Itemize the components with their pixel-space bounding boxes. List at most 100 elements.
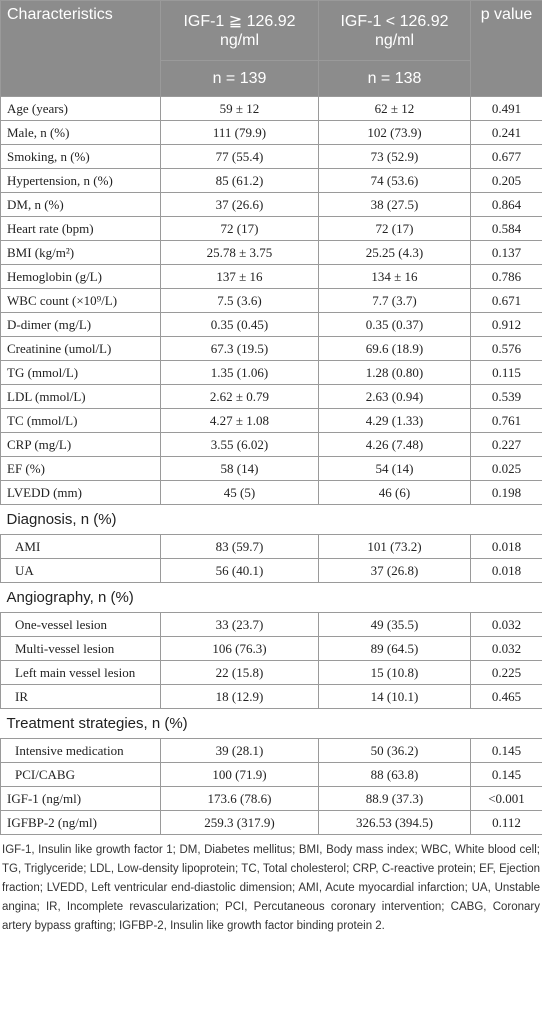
table-row: Multi-vessel lesion 106 (76.3) 89 (64.5) 0.… — [0, 636, 542, 661]
cell-value: 0.025 — [470, 456, 542, 481]
table-header: Characteristics IGF-1 ≧ 126.92 ng/ml IGF… — [0, 0, 542, 97]
cell-value: 59 ± 12 — [160, 96, 319, 121]
cell-value: 89 (64.5) — [318, 636, 471, 661]
table-row: IGFBP-2 (ng/ml) 259.3 (317.9) 326.53 (394.… — [0, 810, 542, 835]
table-container: Characteristics IGF-1 ≧ 126.92 ng/ml IGF… — [0, 0, 542, 932]
cell-value: 74 (53.6) — [318, 168, 471, 193]
table-row: Male, n (%) 111 (79.9) 102 (73.9) 0.241 — [0, 120, 542, 145]
cell-value: <0.001 — [470, 786, 542, 811]
row-label: LVEDD (mm) — [0, 480, 161, 505]
row-label: Male, n (%) — [0, 120, 161, 145]
cell-value: 134 ± 16 — [318, 264, 471, 289]
cell-value: 173.6 (78.6) — [160, 786, 319, 811]
cell-value: 101 (73.2) — [318, 534, 471, 559]
cell-value: 33 (23.7) — [160, 612, 319, 637]
row-label: DM, n (%) — [0, 192, 161, 217]
header-cell: Characteristics — [0, 0, 161, 97]
table-body: Age (years) 59 ± 12 62 ± 12 0.491 Male, n (%… — [0, 96, 542, 835]
table-row: Heart rate (bpm) 72 (17) 72 (17) 0.584 — [0, 216, 542, 241]
cell-value: 0.145 — [470, 762, 542, 787]
cell-value: 37 (26.8) — [318, 558, 471, 583]
header-cell: IGF-1 < 126.92 ng/ml — [318, 0, 471, 61]
cell-value: 0.032 — [470, 612, 542, 637]
cell-value: 25.25 (4.3) — [318, 240, 471, 265]
footnote: IGF-1, Insulin like growth factor 1; DM,… — [2, 844, 540, 932]
row-label: UA — [0, 558, 161, 583]
cell-value: 0.205 — [470, 168, 542, 193]
cell-value: 106 (76.3) — [160, 636, 319, 661]
cell-value: 1.28 (0.80) — [318, 360, 471, 385]
row-label: EF (%) — [0, 456, 161, 481]
cell-value: 7.5 (3.6) — [160, 288, 319, 313]
cell-value: 2.62 ± 0.79 — [160, 384, 319, 409]
table-row: DM, n (%) 37 (26.6) 38 (27.5) 0.864 — [0, 192, 542, 217]
table-row: Age (years) 59 ± 12 62 ± 12 0.491 — [0, 96, 542, 121]
cell-value: 37 (26.6) — [160, 192, 319, 217]
cell-value: 72 (17) — [318, 216, 471, 241]
row-label: D-dimer (mg/L) — [0, 312, 161, 337]
cell-value: 0.671 — [470, 288, 542, 313]
cell-value: 0.35 (0.37) — [318, 312, 471, 337]
cell-value: 49 (35.5) — [318, 612, 471, 637]
table-row: BMI (kg/m²) 25.78 ± 3.75 25.25 (4.3) 0.137 — [0, 240, 542, 265]
row-label: Age (years) — [0, 96, 161, 121]
section-label: Angiography, n (%) — [0, 582, 542, 613]
cell-value: 4.26 (7.48) — [318, 432, 471, 457]
cell-value: 0.145 — [470, 738, 542, 763]
row-label: CRP (mg/L) — [0, 432, 161, 457]
table-row: Creatinine (umol/L) 67.3 (19.5) 69.6 (18.9… — [0, 336, 542, 361]
row-label: TG (mmol/L) — [0, 360, 161, 385]
cell-value: 3.55 (6.02) — [160, 432, 319, 457]
table-row: WBC count (×10⁹/L) 7.5 (3.6) 7.7 (3.7) 0.67… — [0, 288, 542, 313]
cell-value: 0.761 — [470, 408, 542, 433]
header-cell: p value — [470, 0, 542, 97]
cell-value: 25.78 ± 3.75 — [160, 240, 319, 265]
section-row: Diagnosis, n (%) — [0, 504, 542, 535]
row-label: One-vessel lesion — [0, 612, 161, 637]
header-cell: IGF-1 ≧ 126.92 ng/ml — [160, 0, 319, 61]
cell-value: 0.115 — [470, 360, 542, 385]
cell-value: 46 (6) — [318, 480, 471, 505]
cell-value: 0.786 — [470, 264, 542, 289]
table-row: LDL (mmol/L) 2.62 ± 0.79 2.63 (0.94) 0.539 — [0, 384, 542, 409]
row-label: IGFBP-2 (ng/ml) — [0, 810, 161, 835]
table-row: UA 56 (40.1) 37 (26.8) 0.018 — [0, 558, 542, 583]
cell-value: 0.227 — [470, 432, 542, 457]
cell-value: 14 (10.1) — [318, 684, 471, 709]
cell-value: 0.241 — [470, 120, 542, 145]
cell-value: 50 (36.2) — [318, 738, 471, 763]
cell-value: 83 (59.7) — [160, 534, 319, 559]
row-label: Smoking, n (%) — [0, 144, 161, 169]
cell-value: 54 (14) — [318, 456, 471, 481]
section-row: Angiography, n (%) — [0, 582, 542, 613]
cell-value: 73 (52.9) — [318, 144, 471, 169]
row-label: Intensive medication — [0, 738, 161, 763]
cell-value: 1.35 (1.06) — [160, 360, 319, 385]
row-label: Heart rate (bpm) — [0, 216, 161, 241]
cell-value: 2.63 (0.94) — [318, 384, 471, 409]
row-label: Multi-vessel lesion — [0, 636, 161, 661]
cell-value: 67.3 (19.5) — [160, 336, 319, 361]
cell-value: 56 (40.1) — [160, 558, 319, 583]
table-row: Smoking, n (%) 77 (55.4) 73 (52.9) 0.677 — [0, 144, 542, 169]
cell-value: 38 (27.5) — [318, 192, 471, 217]
row-label: WBC count (×10⁹/L) — [0, 288, 161, 313]
cell-value: 100 (71.9) — [160, 762, 319, 787]
row-label: Hemoglobin (g/L) — [0, 264, 161, 289]
table-row: TC (mmol/L) 4.27 ± 1.08 4.29 (1.33) 0.761 — [0, 408, 542, 433]
cell-value: 58 (14) — [160, 456, 319, 481]
section-label: Treatment strategies, n (%) — [0, 708, 542, 739]
table-row: Left main vessel lesion 22 (15.8) 15 (10.8… — [0, 660, 542, 685]
cell-value: 72 (17) — [160, 216, 319, 241]
cell-value: 0.225 — [470, 660, 542, 685]
cell-value: 62 ± 12 — [318, 96, 471, 121]
cell-value: 0.864 — [470, 192, 542, 217]
cell-value: 0.465 — [470, 684, 542, 709]
table-row: D-dimer (mg/L) 0.35 (0.45) 0.35 (0.37) 0.91… — [0, 312, 542, 337]
cell-value: 7.7 (3.7) — [318, 288, 471, 313]
cell-value: 18 (12.9) — [160, 684, 319, 709]
table: Characteristics IGF-1 ≧ 126.92 ng/ml IGF… — [0, 0, 542, 835]
table-row: Intensive medication 39 (28.1) 50 (36.2) 0.… — [0, 738, 542, 763]
row-label: TC (mmol/L) — [0, 408, 161, 433]
